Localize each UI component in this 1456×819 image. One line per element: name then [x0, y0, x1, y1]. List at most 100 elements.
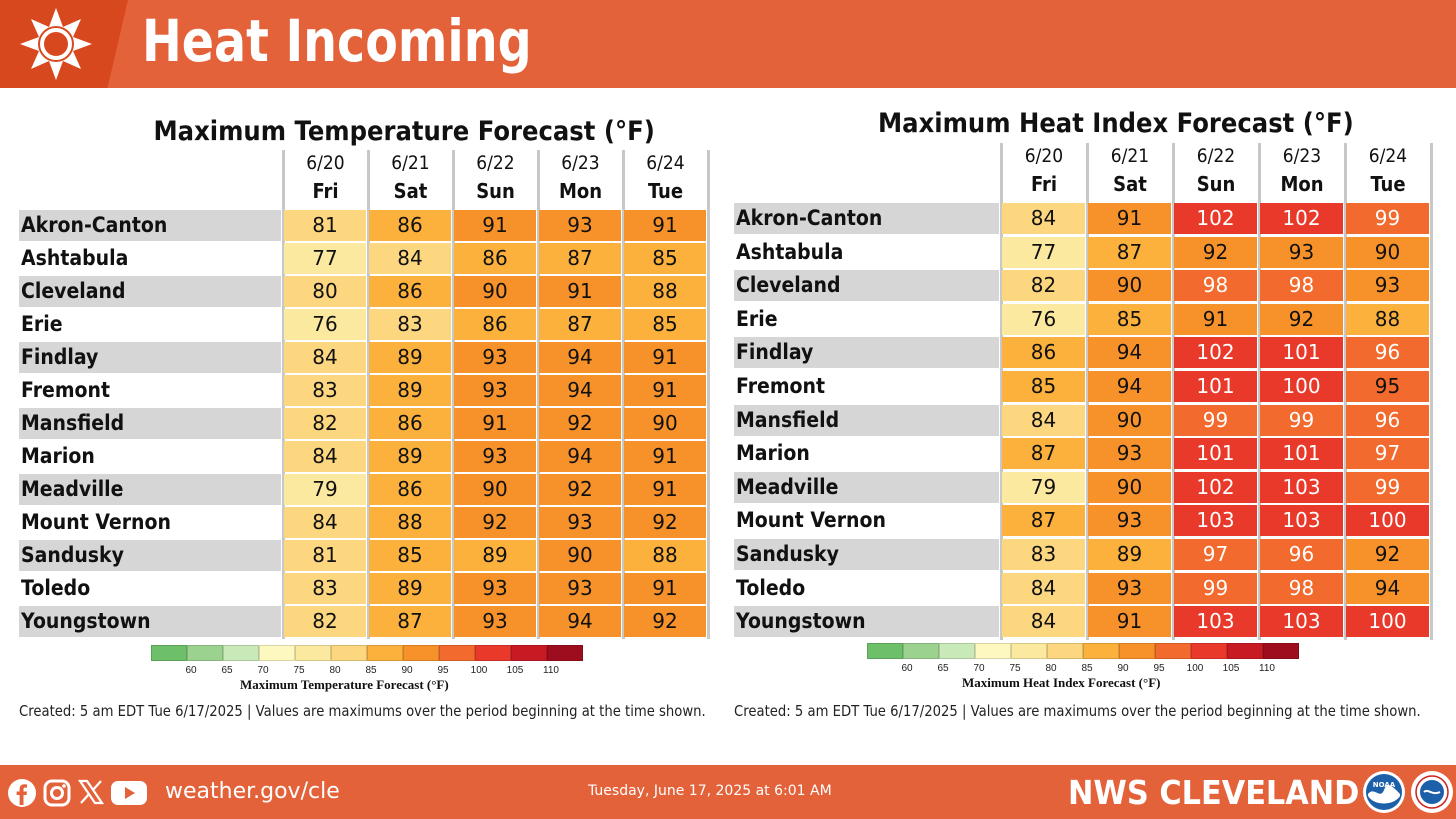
city-name: Cleveland: [736, 273, 841, 298]
value-cell: 86: [369, 474, 451, 505]
value-cell: 98: [1260, 270, 1343, 302]
row-band: [734, 505, 999, 537]
scale-title: Maximum Temperature Forecast (°F): [240, 677, 449, 692]
scale-swatch: [1191, 643, 1227, 659]
value-cell: 91: [624, 474, 706, 505]
value-cell: 85: [369, 540, 451, 571]
scale-swatch: [1227, 643, 1263, 659]
scale-swatch: [1047, 643, 1083, 659]
scale-swatch: [367, 645, 403, 661]
value-cell: 93: [1088, 505, 1171, 537]
value-cell: 90: [624, 408, 706, 439]
scale-tick-label: 90: [1117, 663, 1129, 674]
scale-title: Maximum Heat Index Forecast (°F): [962, 675, 1161, 690]
table-row: Akron-Canton 81 86 91 93 91: [19, 210, 708, 243]
svg-text:NOAA: NOAA: [1373, 781, 1396, 789]
table-row: Sandusky 83 89 97 96 92: [734, 539, 1431, 572]
table-row: Fremont 83 89 93 94 91: [19, 375, 708, 408]
scale-swatch: [867, 643, 903, 659]
value-cell: 100: [1346, 606, 1429, 638]
city-name: Findlay: [21, 345, 99, 369]
row-band: [19, 210, 281, 241]
value-cell: 89: [454, 540, 536, 571]
column-divider: [1086, 143, 1089, 640]
table-row: Toledo 84 93 99 98 94: [734, 572, 1431, 606]
value-cell: 77: [284, 243, 366, 274]
value-cell: 98: [1260, 572, 1343, 604]
panel-title: Maximum Temperature Forecast (°F): [153, 116, 655, 147]
row-band: [19, 276, 281, 307]
row-band: [19, 342, 281, 373]
scale-swatch: [1011, 643, 1047, 659]
youtube-icon[interactable]: [110, 779, 148, 807]
value-cell: 91: [624, 375, 706, 406]
x-icon[interactable]: [77, 778, 105, 806]
row-band: [19, 573, 281, 604]
panel-title: Maximum Heat Index Forecast (°F): [878, 108, 1354, 139]
column-divider: [452, 150, 455, 639]
website-link[interactable]: weather.gov/cle: [165, 779, 340, 804]
value-cell: 84: [1002, 404, 1085, 436]
city-name: Erie: [21, 312, 63, 336]
value-cell: 79: [284, 474, 366, 505]
city-name: Akron-Canton: [736, 206, 883, 230]
value-cell: 84: [1002, 606, 1085, 638]
value-cell: 95: [1346, 371, 1429, 402]
scale-tick-label: 100: [470, 665, 488, 676]
facebook-icon[interactable]: [7, 778, 37, 808]
value-cell: 99: [1174, 404, 1257, 436]
value-cell: 90: [1088, 270, 1171, 302]
row-band: [734, 203, 999, 234]
value-cell: 101: [1174, 438, 1257, 470]
value-cell: 91: [624, 441, 706, 472]
value-cell: 100: [1346, 505, 1429, 537]
city-name: Sandusky: [21, 543, 124, 567]
city-name: Meadville: [21, 477, 124, 501]
value-cell: 93: [454, 573, 536, 604]
column-divider: [1000, 143, 1003, 640]
header-weekday: Sun: [476, 179, 515, 203]
value-cell: 93: [1346, 270, 1429, 302]
value-cell: 93: [1088, 438, 1171, 470]
header-banner: Heat Incoming: [0, 0, 1456, 88]
value-cell: 84: [369, 243, 451, 274]
scale-tick-label: 100: [1186, 663, 1204, 674]
value-cell: 92: [1174, 236, 1257, 268]
city-name: Cleveland: [21, 279, 126, 303]
scale-tick-label: 65: [937, 663, 949, 674]
scale-tick-label: 60: [901, 663, 913, 674]
value-cell: 94: [1088, 337, 1171, 369]
scale-tick-label: 80: [329, 665, 341, 676]
scale-tick-label: 105: [1222, 663, 1240, 674]
scale-swatch: [223, 645, 259, 661]
column-divider: [1172, 143, 1175, 640]
header-weekday: Sat: [393, 179, 428, 203]
value-cell: 90: [1088, 471, 1171, 503]
column-header-sun: 6/22 Sun: [453, 150, 538, 206]
value-cell: 91: [539, 276, 621, 307]
city-name: Toledo: [21, 576, 91, 600]
row-band: [734, 539, 999, 570]
value-cell: 98: [1174, 270, 1257, 302]
table-row: Cleveland 82 90 98 98 93: [734, 270, 1431, 303]
header-weekday: Tue: [647, 179, 684, 203]
value-cell: 91: [1088, 606, 1171, 638]
value-cell: 85: [1088, 303, 1171, 335]
header-date: 6/22: [1196, 145, 1236, 167]
scale-swatch: [511, 645, 547, 661]
value-cell: 86: [454, 309, 536, 340]
scale-swatch: [475, 645, 511, 661]
header-date: 6/23: [561, 152, 600, 174]
table-row: Mount Vernon 87 93 103 103 100: [734, 505, 1431, 538]
value-cell: 81: [284, 540, 366, 571]
value-cell: 94: [539, 606, 621, 637]
value-cell: 93: [1088, 572, 1171, 604]
row-band: [19, 309, 281, 340]
table-row: Erie 76 83 86 87 85: [19, 309, 708, 342]
city-name: Mansfield: [21, 411, 125, 435]
scale-tick-label: 105: [506, 665, 524, 676]
value-cell: 93: [454, 375, 536, 406]
column-header-sat: 6/21 Sat: [368, 150, 453, 206]
instagram-icon[interactable]: [42, 778, 72, 808]
column-header-fri: 6/20 Fri: [1001, 143, 1087, 199]
